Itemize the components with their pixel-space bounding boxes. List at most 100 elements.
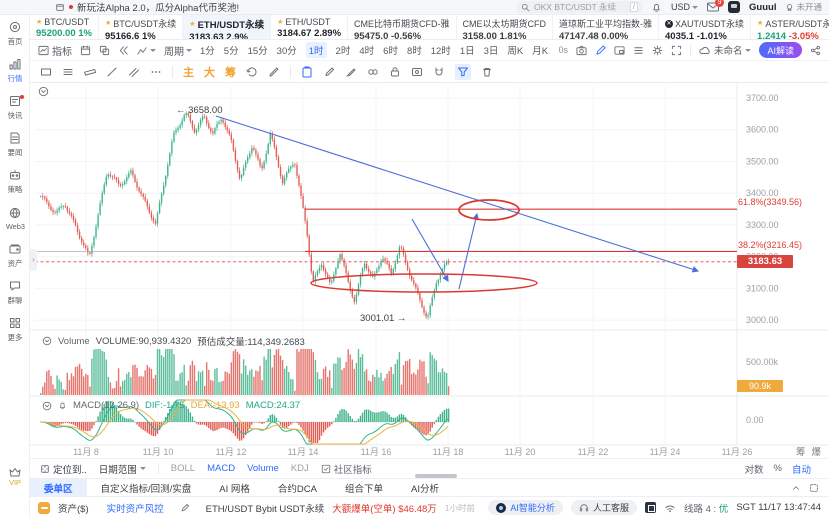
- period-button[interactable]: 3日: [483, 46, 499, 57]
- ticker-tab[interactable]: ★ ETH/USDT 3184.67 2.89%: [271, 15, 349, 39]
- up-arrow-annotation[interactable]: [458, 212, 479, 290]
- accumulation-ellipse[interactable]: [310, 273, 538, 293]
- gear-icon[interactable]: [652, 45, 663, 56]
- period-button[interactable]: 15分: [247, 46, 268, 57]
- sidebar-item-assets[interactable]: 资产: [0, 237, 30, 274]
- chart-area[interactable]: 3700.003600.003500.003400.003300.003200.…: [30, 83, 829, 458]
- assets-label[interactable]: 资产($): [58, 503, 89, 515]
- chip-distribution-toggle[interactable]: 筹: [225, 66, 236, 79]
- ticker-tab[interactable]: CME以太坊期货CFD 3158.00 1.81%: [457, 15, 554, 39]
- sidebar-item-vip[interactable]: VIP: [0, 467, 30, 487]
- period-button[interactable]: 1日: [459, 46, 475, 57]
- more-tools-icon[interactable]: [150, 66, 162, 78]
- period-button[interactable]: 1分: [200, 46, 215, 57]
- period-button[interactable]: 月K: [532, 46, 549, 57]
- trendline-tool-icon[interactable]: [106, 66, 118, 78]
- collapse-panel-icon[interactable]: [791, 483, 801, 493]
- bottom-tab[interactable]: 合约DCA: [277, 483, 317, 495]
- favorite-star-icon[interactable]: ★: [757, 20, 764, 27]
- period-button[interactable]: 4时: [359, 46, 375, 57]
- download-qr-icon[interactable]: [644, 502, 656, 513]
- descending-trendline[interactable]: [215, 115, 700, 273]
- period-button[interactable]: 8时: [406, 46, 422, 57]
- period-button[interactable]: 2时: [335, 46, 351, 57]
- indicator-volume[interactable]: Volume: [247, 463, 279, 474]
- favorite-star-icon[interactable]: ★: [189, 20, 196, 28]
- magnet-icon[interactable]: [433, 66, 445, 78]
- ai-analysis-button[interactable]: AI解读: [759, 42, 802, 58]
- ai-analysis-pill[interactable]: AI智能分析: [488, 500, 563, 515]
- customer-support-pill[interactable]: 人工客服: [570, 500, 637, 515]
- indicator-macd[interactable]: MACD: [207, 463, 236, 474]
- popout-window-icon[interactable]: [809, 483, 819, 493]
- rectangle-tool-icon[interactable]: [40, 66, 52, 78]
- bottom-tab[interactable]: AI分析: [411, 483, 439, 495]
- sidebar-item-market[interactable]: 行情: [0, 52, 30, 89]
- filter-button[interactable]: [455, 63, 471, 80]
- chevron-circle-icon[interactable]: [42, 401, 52, 411]
- replay-icon[interactable]: [246, 66, 258, 78]
- trash-icon[interactable]: [481, 66, 493, 78]
- indicator-boll[interactable]: BOLL: [170, 463, 196, 474]
- fib-618-label[interactable]: 61.8%(3349.56): [738, 197, 803, 207]
- chevron-circle-icon[interactable]: [42, 336, 52, 346]
- period-button[interactable]: 12时: [430, 46, 451, 57]
- ruler-tool-icon[interactable]: [84, 66, 96, 78]
- layout-dropdown[interactable]: 未命名: [699, 43, 752, 57]
- snapshot-icon[interactable]: [411, 66, 423, 78]
- sidebar-item-news[interactable]: 要闻: [0, 126, 30, 163]
- calendar-icon[interactable]: [80, 44, 91, 56]
- period-button[interactable]: 30分: [276, 46, 297, 57]
- sidebar-item-chat[interactable]: 群聊: [0, 274, 30, 311]
- sidebar-item-more[interactable]: 更多: [0, 311, 30, 348]
- status-badge[interactable]: 未开通: [785, 1, 822, 13]
- edit-pencil-icon[interactable]: [595, 44, 606, 56]
- playback-icon[interactable]: [118, 45, 129, 56]
- bottom-tab[interactable]: 委单区: [30, 479, 87, 496]
- contract-symbol[interactable]: ETH/USDT Bybit USDT永续: [205, 503, 325, 515]
- edit-icon[interactable]: [180, 503, 190, 513]
- left-panel-handle[interactable]: ›: [30, 249, 37, 271]
- sidebar-item-flash[interactable]: 快讯: [0, 89, 30, 126]
- ticker-tab[interactable]: ✕ XAUT/USDT永续 4035.1 -1.01%: [659, 15, 752, 39]
- percent-scale-toggle[interactable]: %: [773, 463, 782, 474]
- liquidation-alert[interactable]: 大额爆单(空单) $46.48万: [332, 503, 437, 515]
- pip-window-icon[interactable]: [614, 45, 625, 56]
- candlestick-chart[interactable]: 3700.003600.003500.003400.003300.003200.…: [30, 83, 829, 458]
- currency-dropdown[interactable]: USD: [671, 2, 699, 12]
- indicator-kdj[interactable]: KDJ: [290, 463, 309, 474]
- pencil-icon[interactable]: [323, 66, 335, 78]
- annotate-icon[interactable]: [268, 66, 280, 78]
- brush-icon[interactable]: [345, 66, 357, 78]
- indicator-button[interactable]: 指标: [38, 43, 72, 58]
- log-scale-toggle[interactable]: 对数: [744, 464, 764, 476]
- chart-annotations[interactable]: [35, 115, 737, 293]
- date-range-dropdown[interactable]: 日期范围: [99, 462, 146, 476]
- risk-control-link[interactable]: 实时资产风控: [106, 503, 164, 515]
- bottom-tab[interactable]: 自定义指标/回测/实盘: [100, 483, 192, 495]
- network-line-status[interactable]: 线路 4 : 优: [683, 503, 729, 515]
- main-pane-collapse[interactable]: [38, 86, 49, 97]
- link-icon[interactable]: [367, 66, 379, 78]
- bottom-tab[interactable]: AI 网格: [219, 483, 250, 495]
- compare-icon[interactable]: [99, 45, 110, 56]
- parallel-lines-tool-icon[interactable]: [128, 66, 140, 78]
- ticker-tab[interactable]: ★ BTC/USDT 95200.00 1%: [30, 15, 99, 39]
- announcement[interactable]: 新玩法Alpha 2.0，瓜分Alpha代币奖池!: [55, 0, 239, 14]
- chart-type-dropdown[interactable]: [137, 45, 156, 56]
- period-dropdown[interactable]: 周期: [164, 43, 192, 58]
- fullscreen-icon[interactable]: [671, 45, 682, 56]
- main-chart-toggle[interactable]: 主: [183, 66, 194, 79]
- auto-scale-toggle[interactable]: 自动: [791, 464, 811, 476]
- ticker-tab[interactable]: ★ASTER/USDT永续 1.2414 -3.05%: [751, 15, 829, 39]
- period-button[interactable]: 6时: [383, 46, 398, 57]
- favorite-star-icon[interactable]: ★: [277, 18, 284, 26]
- chart-scrollbar-thumb[interactable]: [415, 474, 457, 478]
- locate-button[interactable]: 定位到..: [40, 462, 87, 476]
- period-button[interactable]: 周K: [507, 46, 524, 57]
- favorite-star-icon[interactable]: ★: [36, 18, 43, 26]
- down-arrow-annotation[interactable]: [411, 218, 449, 282]
- sidebar-item-strategy[interactable]: 策略: [0, 163, 30, 200]
- bottom-tab[interactable]: 组合下单: [344, 483, 383, 495]
- axis-mode-labels[interactable]: 筹爆: [796, 447, 828, 458]
